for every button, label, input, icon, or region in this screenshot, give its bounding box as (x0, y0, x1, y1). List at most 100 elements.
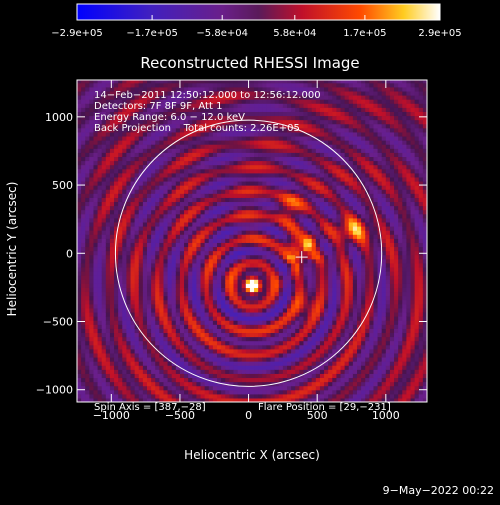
heatmap-cell (93, 161, 98, 166)
heatmap-cell (275, 193, 280, 198)
heatmap-cell (238, 377, 243, 382)
heatmap-cell (209, 386, 214, 391)
heatmap-cell (81, 197, 86, 202)
heatmap-cell (295, 144, 300, 149)
heatmap-cell (168, 377, 173, 382)
heatmap-cell (221, 210, 226, 215)
heatmap-cell (279, 312, 284, 317)
heatmap-cell (89, 300, 94, 305)
heatmap-cell (221, 390, 226, 395)
heatmap-cell (320, 222, 325, 227)
heatmap-cell (131, 156, 136, 161)
heatmap-cell (299, 291, 304, 296)
heatmap-cell (163, 161, 168, 166)
heatmap-cell (118, 173, 123, 178)
heatmap-cell (85, 107, 90, 112)
heatmap-cell (332, 144, 337, 149)
heatmap-cell (320, 304, 325, 309)
heatmap-cell (110, 246, 115, 251)
heatmap-cell (233, 242, 238, 247)
heatmap-cell (201, 365, 206, 370)
heatmap-cell (332, 181, 337, 186)
heatmap-cell (275, 161, 280, 166)
heatmap-cell (283, 300, 288, 305)
heatmap-cell (287, 267, 292, 272)
heatmap-cell (168, 242, 173, 247)
heatmap-cell (242, 369, 247, 374)
heatmap-cell (196, 83, 201, 88)
heatmap-cell (93, 201, 98, 206)
heatmap-cell (126, 144, 131, 149)
heatmap-cell (254, 300, 259, 305)
heatmap-cell (122, 263, 127, 268)
heatmap-cell (77, 287, 82, 292)
heatmap-cell (303, 173, 308, 178)
heatmap-cell (131, 148, 136, 153)
heatmap-cell (266, 218, 271, 223)
heatmap-cell (168, 238, 173, 243)
heatmap-cell (77, 373, 82, 378)
heatmap-cell (155, 197, 160, 202)
heatmap-cell (295, 169, 300, 174)
heatmap-cell (320, 148, 325, 153)
heatmap-cell (275, 377, 280, 382)
heatmap-cell (201, 226, 206, 231)
heatmap-cell (324, 291, 329, 296)
heatmap-cell (163, 291, 168, 296)
heatmap-cell (287, 111, 292, 116)
heatmap-cell (89, 222, 94, 227)
heatmap-cell (209, 320, 214, 325)
heatmap-cell (291, 300, 296, 305)
heatmap-cell (299, 246, 304, 251)
heatmap-cell (163, 279, 168, 284)
heatmap-cell (196, 152, 201, 157)
heatmap-cell (271, 222, 276, 227)
heatmap-cell (126, 337, 131, 342)
heatmap-cell (320, 115, 325, 120)
heatmap-cell (233, 189, 238, 194)
heatmap-cell (184, 361, 189, 366)
heatmap-cell (271, 148, 276, 153)
heatmap-cell (287, 177, 292, 182)
heatmap-cell (242, 226, 247, 231)
heatmap-cell (308, 201, 313, 206)
heatmap-cell (106, 173, 111, 178)
heatmap-cell (106, 140, 111, 145)
heatmap-cell (102, 394, 107, 399)
heatmap-cell (254, 226, 259, 231)
heatmap-cell (275, 234, 280, 239)
heatmap-cell (275, 271, 280, 276)
heatmap-cell (221, 251, 226, 256)
heatmap-cell (118, 341, 123, 346)
heatmap-cell (332, 87, 337, 92)
heatmap-cell (266, 226, 271, 231)
heatmap-cell (81, 169, 86, 174)
heatmap-cell (258, 320, 263, 325)
heatmap-cell (135, 156, 140, 161)
heatmap-cell (159, 328, 164, 333)
heatmap-cell (275, 169, 280, 174)
heatmap-cell (213, 251, 218, 256)
heatmap-cell (201, 316, 206, 321)
heatmap-cell (77, 328, 82, 333)
heatmap-cell (77, 120, 82, 125)
heatmap-cell (135, 214, 140, 219)
heatmap-cell (126, 353, 131, 358)
heatmap-cell (155, 234, 160, 239)
heatmap-cell (196, 287, 201, 292)
heatmap-cell (246, 251, 251, 256)
heatmap-cell (151, 251, 156, 256)
heatmap-cell (299, 304, 304, 309)
heatmap-cell (287, 152, 292, 157)
heatmap-cell (295, 275, 300, 280)
heatmap-cell (295, 177, 300, 182)
heatmap-cell (205, 156, 210, 161)
heatmap-cell (106, 246, 111, 251)
heatmap-cell (184, 353, 189, 358)
heatmap-cell (196, 226, 201, 231)
heatmap-cell (102, 226, 107, 231)
heatmap-cell (114, 337, 119, 342)
heatmap-cell (85, 275, 90, 280)
heatmap-cell (139, 349, 144, 354)
heatmap-cell (172, 353, 177, 358)
